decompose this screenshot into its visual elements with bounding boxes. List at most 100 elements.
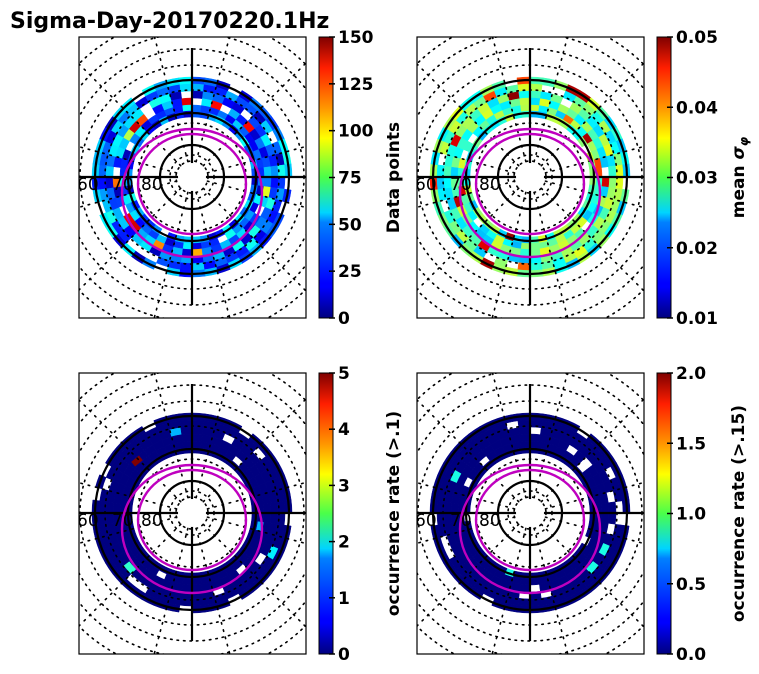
grid-spoke-dotted: [79, 481, 178, 510]
heatmap-cell: [191, 578, 202, 586]
heatmap-cell: [182, 104, 193, 112]
grid-spoke-dotted: [206, 516, 306, 545]
heatmap-cell: [608, 176, 617, 189]
heatmap-cell: [608, 501, 617, 514]
heatmap-cell: [519, 433, 531, 442]
colorbar-label: mean σφ: [729, 136, 751, 218]
grid-spoke-dotted: [491, 37, 527, 163]
grid-spoke-dotted: [540, 187, 644, 293]
grid-spoke-dotted: [202, 61, 306, 167]
heatmap-cell: [191, 426, 204, 435]
grid-spoke-dotted: [417, 180, 516, 209]
colorbar-tick-label: 1: [338, 589, 350, 609]
colorbar-tick-label: 25: [338, 262, 362, 282]
grid-spoke-dotted: [544, 180, 644, 209]
grid-spoke-dotted: [202, 397, 306, 503]
colorbar: 0.01 0.02 0.03 0.04 0.05 mean σφ: [656, 28, 751, 329]
panel-top-right: 60 70 80 0.01 0.02 0.03 0.04 0.05 mean σφ: [416, 28, 751, 329]
oval-contour-inner: [474, 468, 586, 572]
colorbar-tick-label: 0.03: [676, 169, 718, 189]
grid-spoke-dotted: [491, 527, 527, 654]
heatmap-cell: [518, 90, 531, 99]
latitude-label-70: 70: [450, 511, 472, 531]
heatmap-cell: [529, 433, 541, 442]
heatmap-cell: [529, 248, 541, 257]
colorbar-tick-label: 0.0: [676, 645, 706, 665]
heatmap-cell: [191, 90, 204, 99]
heatmap-cell: [520, 242, 531, 250]
grid-spoke-dotted: [79, 145, 178, 174]
colorbar: 0 25 50 75 100 125 150 Data points: [318, 28, 404, 329]
heatmap-cell: [181, 433, 193, 442]
heatmap-cell: [520, 104, 531, 112]
grid-spoke-dotted: [544, 516, 644, 545]
grid-spoke-dotted: [533, 191, 569, 318]
colorbar: 0 1 2 3 4 5 occurrence rate (>.1): [318, 364, 404, 665]
grid-spoke-dotted: [202, 523, 306, 629]
grid-spoke-dotted: [540, 61, 644, 167]
grid-spoke-dotted: [195, 37, 231, 163]
colorbar-tick-label: 100: [338, 122, 374, 142]
oval-contour-inner: [136, 468, 248, 572]
latitude-label-60: 60: [415, 511, 437, 531]
heatmap-cell: [182, 242, 193, 250]
colorbar-label: occurrence rate (>.15): [729, 405, 749, 622]
grid-spoke-dotted: [533, 37, 569, 163]
plot-area: 60 70 80: [79, 373, 306, 654]
heatmap-cell: [608, 512, 617, 525]
oval-contour-outer: [120, 127, 264, 259]
heatmap-cell: [601, 502, 610, 514]
panel-bottom-left: 60 70 80 0 1 2 3 4 5 occurrence rate (>.1): [78, 364, 404, 665]
heatmap-cell: [191, 584, 203, 593]
heatmap-cell: [519, 248, 531, 257]
latitude-label-80: 80: [479, 175, 501, 195]
grid-spoke-dotted: [195, 527, 231, 654]
heatmap-cell: [270, 176, 279, 189]
colorbar-tick-label: 0.5: [676, 575, 706, 595]
grid-spoke-dotted: [417, 523, 520, 628]
grid-spoke-dotted: [206, 481, 306, 510]
grid-spoke-dotted: [417, 516, 516, 545]
grid-spoke-dotted: [153, 527, 189, 654]
colorbar-tick-label: 0: [338, 309, 350, 329]
colorbar-tick-label: 2.0: [676, 364, 706, 384]
colorbar-tick-label: 4: [338, 420, 350, 440]
pole-disk: [516, 499, 544, 527]
heatmap-cell: [191, 440, 202, 448]
colorbar-label: occurrence rate (>.1): [384, 411, 404, 616]
grid-spoke-dotted: [491, 373, 527, 499]
grid-spoke-dotted: [153, 191, 189, 318]
colorbar-tick-label: 50: [338, 215, 362, 235]
panel-bottom-right: 60 70 80 0.0 0.5 1.0 1.5 2.0 occurrence rate (>.…: [415, 364, 749, 665]
latitude-label-80: 80: [141, 175, 163, 195]
axes-frame: [416, 36, 645, 319]
oval-contour-outer: [458, 463, 602, 595]
grid-spoke-dotted: [202, 187, 306, 293]
heatmap-cell: [608, 165, 617, 178]
colorbar-tick-label: 0: [338, 645, 350, 665]
heatmap-cell: [520, 578, 531, 586]
latitude-label-80: 80: [141, 511, 163, 531]
colorbar-tick-label: 2: [338, 533, 350, 553]
latitude-label-70: 70: [112, 175, 134, 195]
oval-contour-inner: [136, 132, 248, 236]
colorbar-tick-label: 5: [338, 364, 350, 384]
heatmap-cell: [529, 104, 540, 112]
heatmap-cells: [91, 412, 293, 614]
heatmap-cell: [191, 248, 203, 257]
grid-spoke-dotted: [206, 180, 306, 209]
grid-spoke-dotted: [491, 191, 527, 318]
colorbar-tick-label: 150: [338, 28, 374, 48]
latitude-label-70: 70: [450, 175, 472, 195]
heatmap-cell: [263, 176, 272, 188]
panel-top-left: 60 70 80 0 25 50 75 100 125 150 Data points: [78, 28, 404, 329]
axes-frame: [416, 372, 645, 655]
colorbar-tick-label: 125: [338, 75, 374, 95]
grid-spoke-dotted: [206, 145, 306, 174]
colorbar-label: Data points: [384, 122, 404, 233]
heatmap-cell: [181, 248, 193, 257]
heatmap-cell: [181, 97, 193, 106]
axes-frame: [78, 36, 307, 319]
oval-contour-outer: [120, 463, 264, 595]
